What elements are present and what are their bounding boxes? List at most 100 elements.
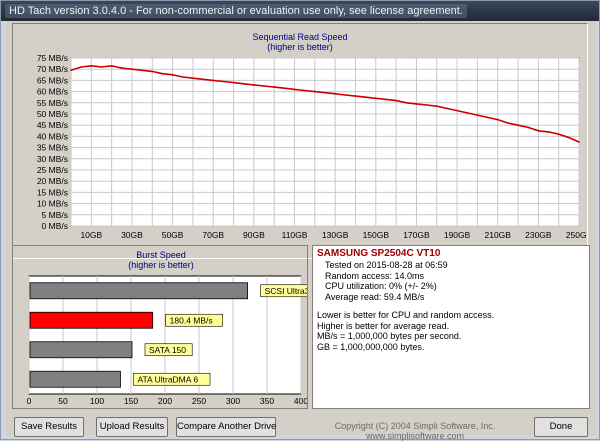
- read-x-tick-label: 230GB: [525, 230, 552, 240]
- read-y-tick-label: 65 MB/s: [37, 75, 68, 85]
- read-speed-point: [375, 97, 377, 100]
- read-speed-point: [578, 141, 580, 143]
- read-speed-point: [141, 69, 143, 72]
- burst-bar-label: ATA UltraDMA 6: [137, 374, 198, 384]
- read-chart-title: Sequential Read Speed: [252, 32, 347, 42]
- cpu-utilization: CPU utilization: 0% (+/- 2%): [325, 281, 437, 291]
- note-gb-definition: GB = 1,000,000,000 bytes.: [317, 341, 425, 352]
- burst-bar: [29, 282, 249, 300]
- tested-on: Tested on 2015-08-28 at 06:59: [325, 260, 448, 270]
- read-x-tick-label: 190GB: [444, 230, 471, 240]
- burst-bar: [29, 311, 154, 329]
- read-speed-point: [182, 76, 184, 78]
- read-y-tick-label: 0 MB/s: [42, 221, 68, 231]
- burst-speed-panel: Burst Speed (higher is better) SCSI Ultr…: [12, 245, 308, 409]
- burst-bar-label: SATA 150: [149, 345, 186, 355]
- read-speed-point: [110, 65, 113, 67]
- read-speed-point: [405, 102, 408, 104]
- read-chart-grid: [70, 57, 580, 227]
- read-speed-point: [446, 107, 448, 110]
- read-speed-point: [364, 96, 367, 98]
- read-x-tick-label: 170GB: [403, 230, 430, 240]
- read-speed-point: [344, 94, 347, 96]
- read-x-tick-label: 50GB: [162, 230, 184, 240]
- read-speed-point: [537, 130, 540, 132]
- burst-x-tick-label: 250: [192, 396, 206, 406]
- read-speed-point: [100, 66, 103, 68]
- read-speed-point: [547, 131, 550, 133]
- read-speed-point: [161, 72, 164, 75]
- read-speed-point: [192, 77, 194, 79]
- read-y-tick-label: 70 MB/s: [37, 64, 68, 74]
- read-speed-point: [222, 80, 225, 83]
- read-speed-point: [395, 99, 397, 102]
- upload-results-button[interactable]: Upload Results: [96, 417, 168, 437]
- burst-chart-subtitle: (higher is better): [128, 260, 194, 270]
- read-speed-point: [314, 90, 316, 93]
- read-x-tick-label: 70GB: [202, 230, 224, 240]
- read-speed-point: [425, 104, 428, 106]
- read-y-tick-label: 40 MB/s: [37, 131, 68, 141]
- note-mb-definition: MB/s = 1,000,000 bytes per second.: [317, 331, 462, 341]
- compare-another-drive-button[interactable]: Compare Another Drive: [176, 417, 276, 437]
- drive-info-panel: SAMSUNG SP2504C VT10 Tested on 2015-08-2…: [312, 245, 590, 409]
- burst-chart-title: Burst Speed: [136, 250, 186, 260]
- read-y-tick-label: 30 MB/s: [37, 154, 68, 164]
- read-speed-point: [90, 65, 93, 67]
- burst-x-tick-label: 350: [260, 396, 274, 406]
- read-speed-point: [496, 118, 499, 121]
- read-speed-point: [557, 133, 560, 135]
- read-speed-point: [456, 109, 458, 112]
- read-x-tick-label: 210GB: [484, 230, 511, 240]
- read-y-tick-label: 50 MB/s: [37, 109, 68, 119]
- read-speed-point: [232, 81, 235, 84]
- read-y-tick-label: 35 MB/s: [37, 143, 68, 153]
- read-x-tick-label: 10GB: [80, 230, 102, 240]
- read-speed-point: [121, 67, 123, 69]
- note-lower-better: Lower is better for CPU and random acces…: [317, 310, 495, 320]
- read-speed-point: [70, 69, 72, 72]
- burst-bar-label-box: [165, 313, 223, 327]
- read-chart-series: [70, 64, 580, 143]
- read-speed-point: [385, 98, 387, 101]
- read-speed-point: [283, 87, 286, 89]
- burst-x-tick-label: 100: [90, 396, 104, 406]
- burst-x-tick-label: 300: [226, 396, 240, 406]
- burst-x-tick-label: 200: [158, 396, 172, 406]
- read-speed-point: [568, 136, 570, 139]
- read-x-tick-label: 110GB: [282, 230, 308, 240]
- read-speed-point: [436, 105, 438, 107]
- burst-x-tick-label: 150: [124, 396, 138, 406]
- burst-speed-chart: Burst Speed (higher is better) SCSI Ultr…: [27, 250, 307, 406]
- burst-bar-label: 180.4 MB/s: [170, 315, 213, 325]
- read-chart-y-axis: 0 MB/s5 MB/s10 MB/s 15 MB/s20 MB/s25 MB/s…: [37, 53, 68, 231]
- sequential-read-panel: Sequential Read Speed (higher is better)…: [12, 23, 588, 259]
- read-x-tick-label: 90GB: [243, 230, 265, 240]
- read-speed-point: [212, 79, 214, 82]
- read-speed-point: [324, 91, 326, 94]
- burst-bar-label-box: [133, 372, 211, 386]
- read-x-tick-label: 130GB: [322, 230, 349, 240]
- read-speed-point: [80, 66, 82, 68]
- done-button[interactable]: Done: [534, 417, 588, 437]
- burst-chart-bars: SCSI Ultra320 180.4 MB/s SATA 150 ATA Ultra…: [29, 282, 307, 388]
- read-speed-point: [507, 122, 509, 124]
- read-y-tick-label: 20 MB/s: [37, 176, 68, 186]
- read-speed-point: [131, 68, 133, 70]
- sequential-read-chart: Sequential Read Speed (higher is better)…: [37, 32, 587, 240]
- burst-x-tick-label: 50: [58, 396, 68, 406]
- read-speed-point: [527, 126, 529, 129]
- read-y-tick-label: 45 MB/s: [37, 120, 68, 130]
- title-bar[interactable]: HD Tach version 3.0.4.0 - For non-commer…: [1, 1, 599, 21]
- read-speed-point: [202, 78, 204, 81]
- read-speed-point: [486, 116, 489, 119]
- save-results-button[interactable]: Save Results: [14, 417, 84, 437]
- read-y-tick-label: 75 MB/s: [37, 53, 68, 63]
- burst-bar: [29, 370, 121, 388]
- read-y-tick-label: 5 MB/s: [42, 210, 68, 220]
- read-chart-plot-area: [70, 57, 580, 227]
- read-chart-x-axis: 10GB 30GB 50GB 70GB 90GB 110GB 130GB 150GB 170GB…: [80, 230, 587, 240]
- burst-chart-x-axis: 0 50 100 150 200 250 300 350 400: [27, 396, 307, 406]
- burst-x-tick-label: 0: [27, 396, 32, 406]
